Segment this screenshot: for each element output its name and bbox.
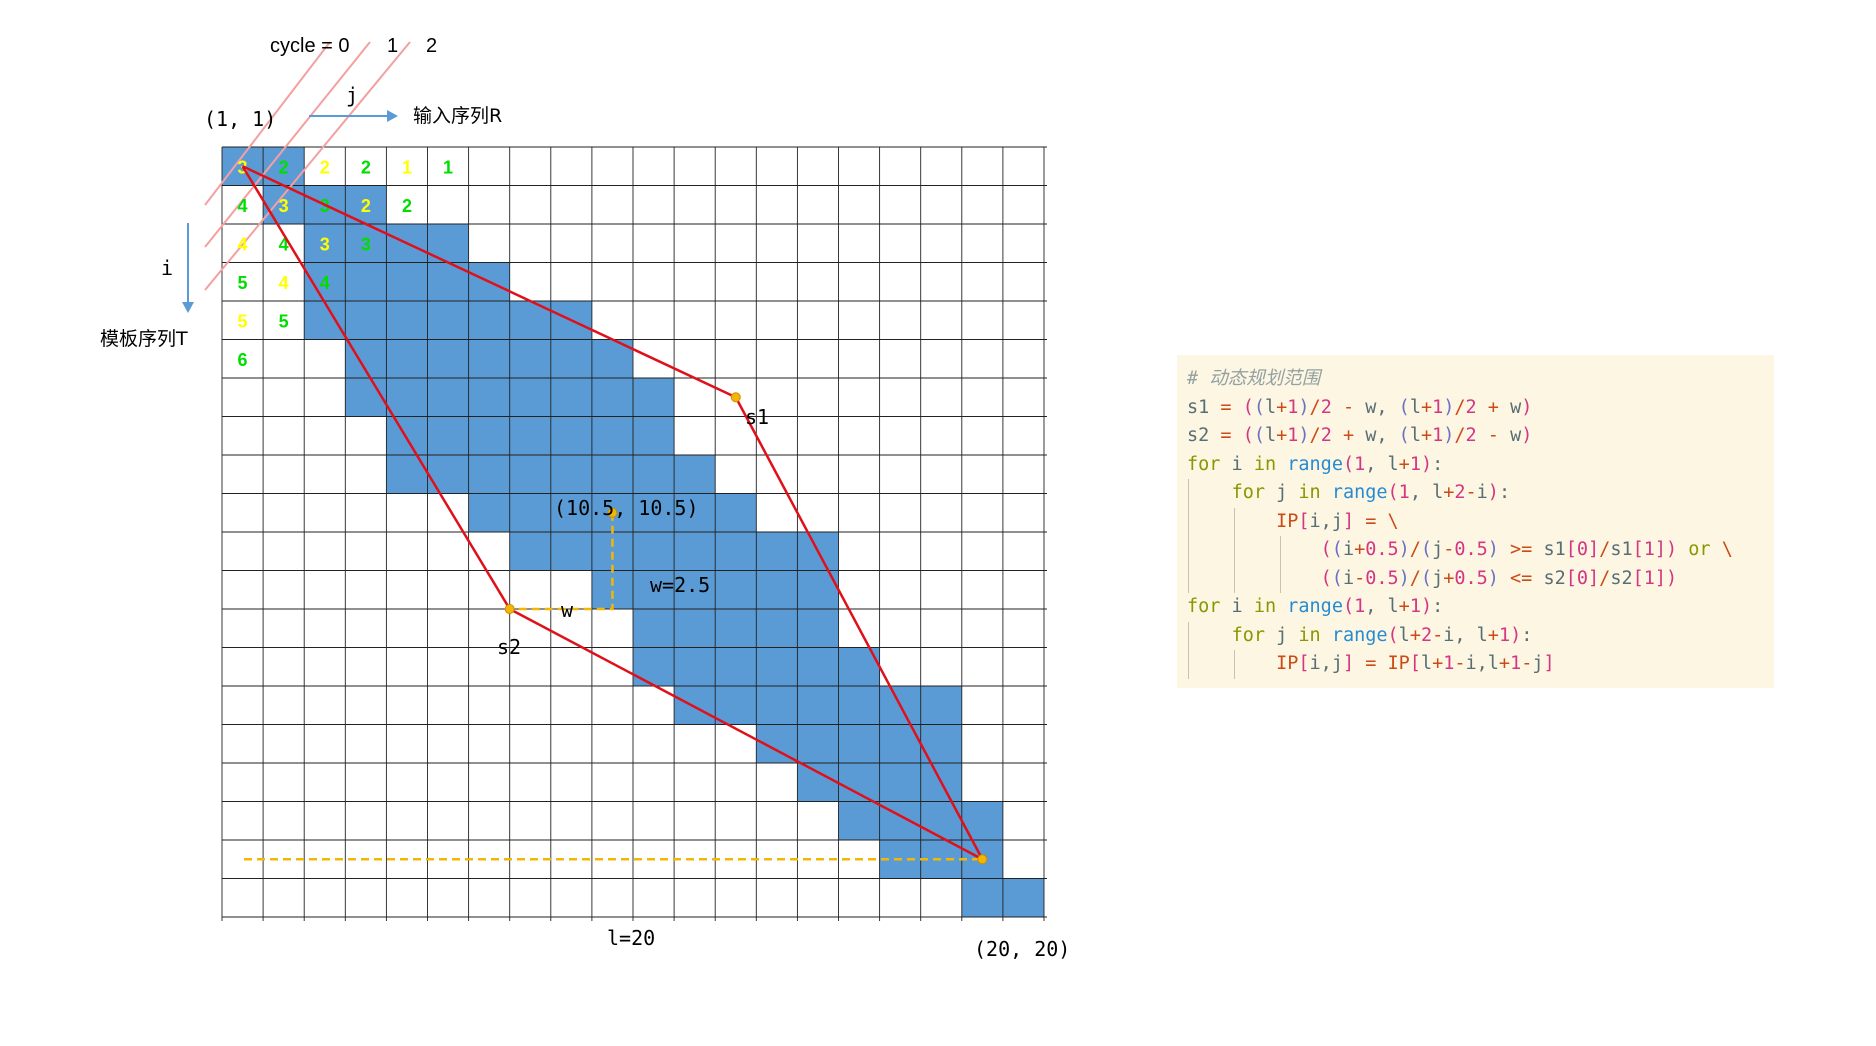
w-value-label: w=2.5 [650, 573, 710, 597]
cycle-number: 2 [361, 157, 371, 177]
cycle-diagonal-1 [204, 41, 371, 248]
cycle-number: 5 [238, 311, 248, 331]
w-label: w [561, 598, 574, 622]
filled-row-4 [304, 262, 510, 301]
cycle-numbers: 322211433224433544556 [238, 157, 454, 370]
boundary-s1-lower [734, 396, 984, 860]
cycle-number: 2 [402, 196, 412, 216]
code-line-ip-mirror: IP[i,j] = IP[l+1-i,l+1-j] [1187, 650, 1774, 679]
cycle-number: 3 [361, 234, 371, 254]
boundary-s2-lower [509, 607, 983, 861]
corner-top-left-label: (1, 1) [204, 107, 276, 131]
cycle-number: 2 [320, 157, 330, 177]
code-line-for-i-1: for i in range(1, l+1): [1187, 453, 1444, 475]
cycle-diagonal-lines [204, 41, 411, 291]
filled-row-13 [633, 609, 839, 648]
cycle-number: 6 [238, 350, 248, 370]
template-seq-label: 模板序列T [100, 328, 188, 350]
s2-label: s2 [497, 635, 521, 659]
s1-point [730, 392, 741, 403]
code-panel: # 动态规划范围 s1 = ((l+1)/2 - w, (l+1)/2 + w)… [1177, 355, 1774, 688]
s1-label: s1 [745, 405, 769, 429]
cycle-number: 4 [238, 234, 248, 254]
filled-row-5 [304, 301, 592, 340]
s2-point [504, 604, 515, 614]
code-line-for-j-2: for j in range(l+2-i, l+1): [1187, 621, 1774, 650]
cycle-number: 2 [361, 196, 371, 216]
boundary-lines [241, 165, 984, 861]
cycle-number: 1 [402, 157, 412, 177]
cycle-number: 4 [238, 196, 248, 216]
cycle-number: 3 [320, 234, 330, 254]
cycle-number: 1 [443, 157, 453, 177]
cycle-diagonal-0 [204, 41, 331, 206]
boundary-s2-upper [241, 165, 511, 610]
key-points [504, 392, 988, 865]
j-arrow [309, 110, 398, 122]
input-seq-label: 输入序列R [413, 105, 502, 127]
cycle-number: 2 [279, 157, 289, 177]
length-label: l=20 [607, 926, 655, 950]
dashed-guides [244, 512, 983, 861]
cycle-1-label: 1 [387, 35, 398, 57]
center-point [607, 507, 618, 518]
corner-bottom-right-label: (20, 20) [974, 937, 1070, 961]
cycle-label: cycle = 0 [270, 35, 349, 57]
filled-row-8 [386, 416, 675, 455]
boundary-s1-upper [242, 165, 737, 399]
cycle-number: 5 [279, 311, 289, 331]
cycle-number: 4 [320, 273, 330, 293]
cycle-number: 4 [279, 234, 289, 254]
code-line-s1: s1 = ((l+1)/2 - w, (l+1)/2 + w) [1187, 396, 1533, 418]
filled-cells [222, 147, 1044, 917]
cycle-number: 4 [279, 273, 289, 293]
code-line-for-j-1: for j in range(1, l+2-i): [1187, 479, 1774, 508]
i-arrow [182, 223, 194, 313]
filled-row-15 [674, 686, 962, 725]
code-line-s2: s2 = ((l+1)/2 + w, (l+1)/2 - w) [1187, 425, 1533, 446]
code-line-cond-2: ((i-0.5)/(j+0.5) <= s2[0]/s2[1]) [1187, 564, 1774, 593]
filled-row-6 [345, 339, 633, 378]
w-dashed-guide [509, 512, 614, 611]
cycle-diagonal-2 [204, 41, 411, 291]
j-label: j [346, 83, 358, 107]
code-line-comment: # 动态规划范围 [1187, 368, 1321, 389]
cycle-2-label: 2 [426, 35, 437, 57]
center-label: (10.5, 10.5) [554, 496, 699, 520]
cycle-number: 5 [238, 273, 248, 293]
code-line-ip-assign: IP[i,j] = \ [1187, 507, 1774, 536]
code-line-for-i-2: for i in range(1, l+1): [1187, 596, 1444, 617]
i-label: i [161, 256, 173, 280]
end-point [977, 854, 988, 865]
cycle-number: 3 [279, 196, 289, 216]
code-line-cond-1: ((i+0.5)/(j-0.5) >= s1[0]/s1[1]) or \ [1187, 536, 1774, 565]
